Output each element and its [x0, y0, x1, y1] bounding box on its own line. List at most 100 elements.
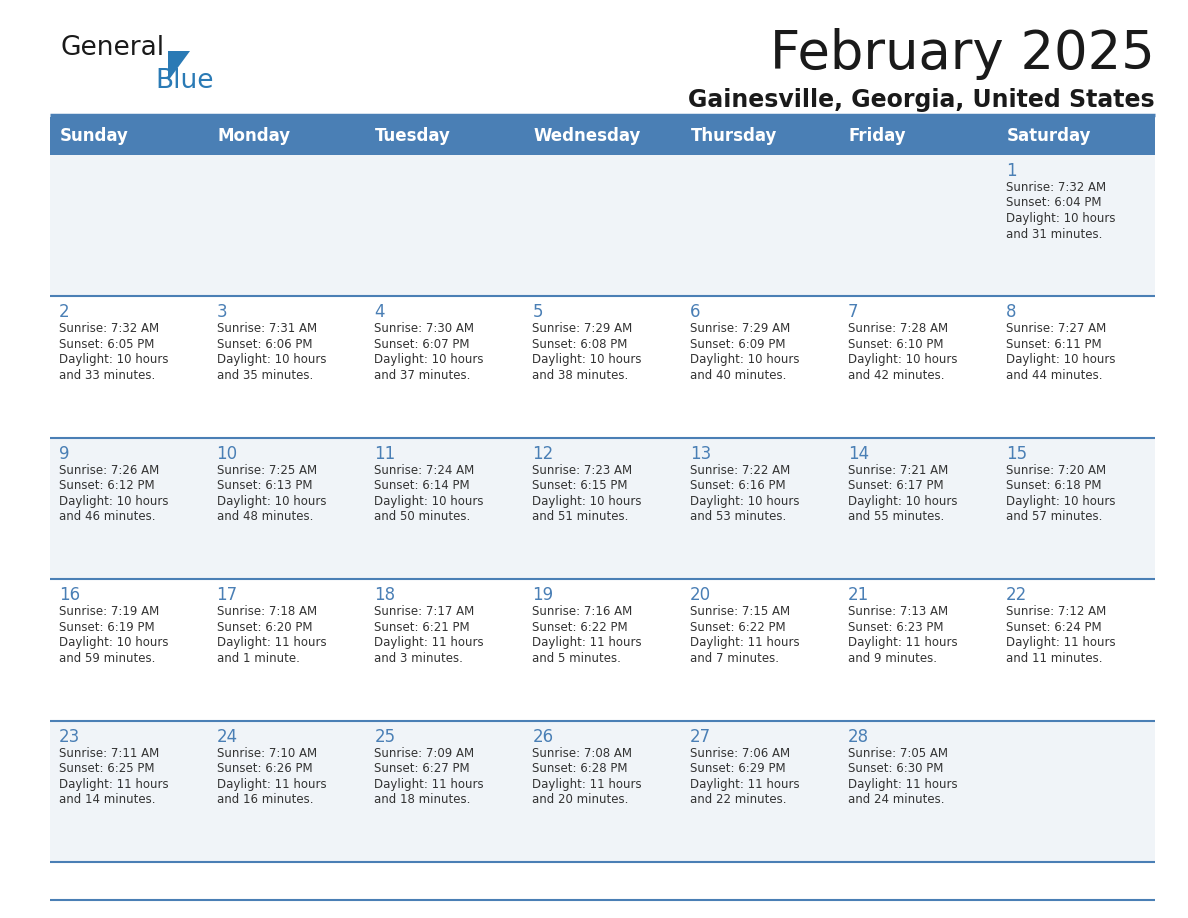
- Text: Daylight: 10 hours: Daylight: 10 hours: [374, 353, 484, 366]
- Text: and 40 minutes.: and 40 minutes.: [690, 369, 786, 382]
- Text: and 22 minutes.: and 22 minutes.: [690, 793, 786, 806]
- Text: Sunset: 6:16 PM: Sunset: 6:16 PM: [690, 479, 785, 492]
- Text: Sunset: 6:18 PM: Sunset: 6:18 PM: [1006, 479, 1101, 492]
- Text: and 3 minutes.: and 3 minutes.: [374, 652, 463, 665]
- Text: 19: 19: [532, 587, 554, 604]
- Text: 17: 17: [216, 587, 238, 604]
- Text: Sunset: 6:23 PM: Sunset: 6:23 PM: [848, 621, 943, 633]
- Text: Sunrise: 7:26 AM: Sunrise: 7:26 AM: [58, 464, 159, 476]
- FancyBboxPatch shape: [524, 117, 682, 155]
- FancyBboxPatch shape: [208, 155, 366, 297]
- Text: Sunset: 6:26 PM: Sunset: 6:26 PM: [216, 762, 312, 775]
- Text: Daylight: 10 hours: Daylight: 10 hours: [58, 495, 169, 508]
- FancyBboxPatch shape: [997, 117, 1155, 155]
- FancyBboxPatch shape: [839, 721, 997, 862]
- Text: Sunset: 6:08 PM: Sunset: 6:08 PM: [532, 338, 627, 351]
- FancyBboxPatch shape: [682, 438, 839, 579]
- FancyBboxPatch shape: [839, 155, 997, 297]
- Text: Daylight: 10 hours: Daylight: 10 hours: [532, 353, 642, 366]
- Text: Daylight: 10 hours: Daylight: 10 hours: [58, 636, 169, 649]
- Text: Sunset: 6:14 PM: Sunset: 6:14 PM: [374, 479, 470, 492]
- Text: Sunrise: 7:22 AM: Sunrise: 7:22 AM: [690, 464, 790, 476]
- Text: 20: 20: [690, 587, 712, 604]
- Text: and 46 minutes.: and 46 minutes.: [58, 510, 156, 523]
- Text: 11: 11: [374, 445, 396, 463]
- Text: and 11 minutes.: and 11 minutes.: [1006, 652, 1102, 665]
- FancyBboxPatch shape: [50, 297, 208, 438]
- Text: and 24 minutes.: and 24 minutes.: [848, 793, 944, 806]
- Text: Sunrise: 7:29 AM: Sunrise: 7:29 AM: [532, 322, 632, 335]
- Text: Daylight: 11 hours: Daylight: 11 hours: [848, 778, 958, 790]
- Text: and 37 minutes.: and 37 minutes.: [374, 369, 470, 382]
- FancyBboxPatch shape: [366, 721, 524, 862]
- Text: Daylight: 10 hours: Daylight: 10 hours: [58, 353, 169, 366]
- Text: 25: 25: [374, 728, 396, 745]
- Text: 4: 4: [374, 304, 385, 321]
- FancyBboxPatch shape: [997, 579, 1155, 721]
- Text: Sunrise: 7:30 AM: Sunrise: 7:30 AM: [374, 322, 474, 335]
- Text: 16: 16: [58, 587, 80, 604]
- Text: Daylight: 11 hours: Daylight: 11 hours: [690, 636, 800, 649]
- Text: Daylight: 10 hours: Daylight: 10 hours: [1006, 495, 1116, 508]
- Polygon shape: [168, 51, 190, 81]
- Text: Sunrise: 7:29 AM: Sunrise: 7:29 AM: [690, 322, 790, 335]
- Text: and 9 minutes.: and 9 minutes.: [848, 652, 937, 665]
- Text: Sunrise: 7:10 AM: Sunrise: 7:10 AM: [216, 746, 317, 759]
- FancyBboxPatch shape: [208, 438, 366, 579]
- FancyBboxPatch shape: [997, 438, 1155, 579]
- Text: 22: 22: [1006, 587, 1028, 604]
- Text: 10: 10: [216, 445, 238, 463]
- Text: and 5 minutes.: and 5 minutes.: [532, 652, 621, 665]
- Text: Sunset: 6:28 PM: Sunset: 6:28 PM: [532, 762, 627, 775]
- Text: Sunrise: 7:32 AM: Sunrise: 7:32 AM: [1006, 181, 1106, 194]
- Text: Sunrise: 7:09 AM: Sunrise: 7:09 AM: [374, 746, 474, 759]
- Text: Sunset: 6:12 PM: Sunset: 6:12 PM: [58, 479, 154, 492]
- Text: and 33 minutes.: and 33 minutes.: [58, 369, 154, 382]
- Text: Sunset: 6:04 PM: Sunset: 6:04 PM: [1006, 196, 1101, 209]
- Text: and 1 minute.: and 1 minute.: [216, 652, 299, 665]
- Text: Daylight: 11 hours: Daylight: 11 hours: [532, 636, 642, 649]
- Text: Daylight: 10 hours: Daylight: 10 hours: [1006, 353, 1116, 366]
- Text: Sunset: 6:27 PM: Sunset: 6:27 PM: [374, 762, 470, 775]
- FancyBboxPatch shape: [366, 297, 524, 438]
- Text: Daylight: 11 hours: Daylight: 11 hours: [1006, 636, 1116, 649]
- FancyBboxPatch shape: [208, 297, 366, 438]
- FancyBboxPatch shape: [839, 579, 997, 721]
- Text: and 14 minutes.: and 14 minutes.: [58, 793, 156, 806]
- Text: Daylight: 10 hours: Daylight: 10 hours: [374, 495, 484, 508]
- Text: Sunrise: 7:31 AM: Sunrise: 7:31 AM: [216, 322, 317, 335]
- Text: Daylight: 10 hours: Daylight: 10 hours: [690, 495, 800, 508]
- Text: Sunset: 6:20 PM: Sunset: 6:20 PM: [216, 621, 312, 633]
- FancyBboxPatch shape: [50, 438, 208, 579]
- Text: Sunset: 6:06 PM: Sunset: 6:06 PM: [216, 338, 312, 351]
- Text: and 20 minutes.: and 20 minutes.: [532, 793, 628, 806]
- FancyBboxPatch shape: [50, 579, 208, 721]
- Text: 12: 12: [532, 445, 554, 463]
- Text: Daylight: 11 hours: Daylight: 11 hours: [374, 778, 484, 790]
- Text: Daylight: 11 hours: Daylight: 11 hours: [58, 778, 169, 790]
- Text: Sunset: 6:24 PM: Sunset: 6:24 PM: [1006, 621, 1101, 633]
- Text: 18: 18: [374, 587, 396, 604]
- Text: Daylight: 10 hours: Daylight: 10 hours: [848, 495, 958, 508]
- FancyBboxPatch shape: [682, 579, 839, 721]
- Text: 27: 27: [690, 728, 712, 745]
- Text: and 50 minutes.: and 50 minutes.: [374, 510, 470, 523]
- Text: Sunrise: 7:32 AM: Sunrise: 7:32 AM: [58, 322, 159, 335]
- Text: 14: 14: [848, 445, 870, 463]
- FancyBboxPatch shape: [839, 438, 997, 579]
- Text: 6: 6: [690, 304, 701, 321]
- Text: Sunrise: 7:06 AM: Sunrise: 7:06 AM: [690, 746, 790, 759]
- Text: 28: 28: [848, 728, 870, 745]
- Text: Sunrise: 7:11 AM: Sunrise: 7:11 AM: [58, 746, 159, 759]
- Text: Saturday: Saturday: [1006, 127, 1091, 145]
- Text: 26: 26: [532, 728, 554, 745]
- FancyBboxPatch shape: [50, 155, 208, 297]
- Text: Sunset: 6:10 PM: Sunset: 6:10 PM: [848, 338, 943, 351]
- Text: Sunset: 6:22 PM: Sunset: 6:22 PM: [532, 621, 628, 633]
- Text: Daylight: 11 hours: Daylight: 11 hours: [374, 636, 484, 649]
- Text: Sunset: 6:25 PM: Sunset: 6:25 PM: [58, 762, 154, 775]
- FancyBboxPatch shape: [366, 438, 524, 579]
- Text: 9: 9: [58, 445, 69, 463]
- Text: Daylight: 10 hours: Daylight: 10 hours: [690, 353, 800, 366]
- FancyBboxPatch shape: [839, 117, 997, 155]
